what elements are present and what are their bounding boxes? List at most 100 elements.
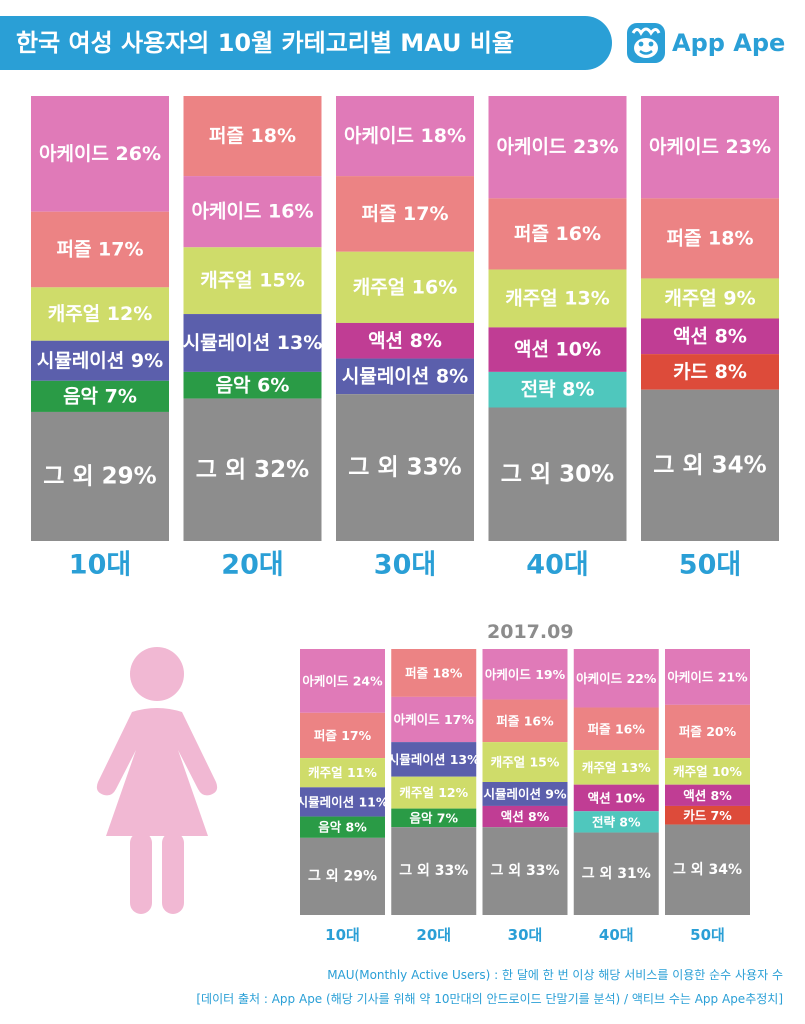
data-label: 시뮬레이션 13% xyxy=(388,752,480,767)
data-label: 퍼즐 16% xyxy=(588,721,646,736)
bar-segment xyxy=(665,649,750,705)
bar-segment xyxy=(665,704,750,759)
data-label: 퍼즐 17% xyxy=(361,203,448,225)
data-label: 아케이드 21% xyxy=(667,669,748,684)
x-tick-label: 40대 xyxy=(599,926,634,944)
bar-segment xyxy=(488,371,627,408)
data-label: 액션 8% xyxy=(501,809,550,824)
x-tick-label: 50대 xyxy=(679,550,741,581)
bar-segment xyxy=(391,742,477,777)
bar-segment xyxy=(31,380,169,412)
data-label: 음악 7% xyxy=(409,810,458,825)
bar-segment xyxy=(391,808,477,828)
bar-20대: 퍼즐 18% 아케이드 17% 시뮬레이션 13% 캐주얼 12% 음악 7% 그 외 3… xyxy=(388,649,480,915)
bar-segment xyxy=(482,742,568,782)
bar-segment xyxy=(488,96,627,199)
data-label: 퍼즐 18% xyxy=(666,227,753,249)
data-label: 아케이드 23% xyxy=(496,136,618,158)
bar-segment xyxy=(31,96,169,212)
bar-segment xyxy=(573,784,659,812)
bar-segment xyxy=(573,649,659,708)
bar-50대: 아케이드 21% 퍼즐 20% 캐주얼 10% 액션 8% 카드 7% 그 외 34% xyxy=(665,649,750,915)
bar-50대: 아케이드 23% 퍼즐 18% 캐주얼 9% 액션 8% 카드 8% 그 외 34% xyxy=(641,96,779,541)
woman-figure-icon xyxy=(96,647,218,914)
data-label: 캐주얼 15% xyxy=(491,755,560,770)
data-label: 전략 8% xyxy=(521,379,595,401)
bar-segment xyxy=(482,649,568,700)
bar-segment xyxy=(336,96,474,177)
bar-segment xyxy=(391,827,477,915)
data-label: 그 외 33% xyxy=(399,862,468,879)
bar-30대: 아케이드 18% 퍼즐 17% 캐주얼 16% 액션 8% 시뮬레이션 8% 그 외 33… xyxy=(336,96,474,541)
bar-segment xyxy=(573,707,659,751)
bar-30대: 아케이드 19% 퍼즐 16% 캐주얼 15% 시뮬레이션 9% 액션 8% 그 외 33… xyxy=(482,649,568,915)
data-label: 아케이드 18% xyxy=(344,125,466,147)
data-label: 캐주얼 13% xyxy=(582,760,651,775)
bar-segment xyxy=(336,251,474,323)
bar-segment xyxy=(391,696,477,743)
data-label: 전략 8% xyxy=(592,814,641,829)
data-label: 시뮬레이션 9% xyxy=(37,350,163,372)
data-label: 그 외 32% xyxy=(196,457,309,483)
data-label: 캐주얼 13% xyxy=(505,287,610,309)
data-label: 그 외 34% xyxy=(673,861,742,878)
bar-segment xyxy=(665,824,750,915)
bar-segment xyxy=(573,832,659,915)
bar-segment xyxy=(573,811,659,833)
data-label: 퍼즐 17% xyxy=(314,728,372,743)
data-label: 아케이드 22% xyxy=(576,671,657,686)
bar-segment xyxy=(183,176,322,248)
brand-name: App Ape xyxy=(672,29,786,57)
data-label: 퍼즐 17% xyxy=(56,239,143,261)
bar-segment xyxy=(300,816,385,838)
bar-segment xyxy=(31,211,169,288)
bar-segment xyxy=(665,758,750,785)
bar-10대: 아케이드 26% 퍼즐 17% 캐주얼 12% 시뮬레이션 9% 음악 7% 그 외 29… xyxy=(31,96,169,541)
data-label: 그 외 34% xyxy=(653,452,766,478)
data-label: 아케이드 17% xyxy=(394,712,475,727)
data-label: 그 외 29% xyxy=(43,463,156,489)
x-tick-label: 30대 xyxy=(374,550,436,581)
bar-segment xyxy=(488,327,627,372)
bar-segment xyxy=(641,389,779,541)
data-label: 아케이드 16% xyxy=(191,201,313,223)
bar-segment xyxy=(488,269,627,328)
bar-segment xyxy=(183,314,322,372)
data-label: 퍼즐 18% xyxy=(209,125,296,147)
bar-segment xyxy=(482,805,568,828)
bar-10대: 아케이드 24% 퍼즐 17% 캐주얼 11% 시뮬레이션 11% 음악 8% 그 외 2… xyxy=(297,649,389,915)
data-label: 액션 10% xyxy=(588,790,646,805)
bar-segment xyxy=(183,371,322,399)
monkey-face-icon xyxy=(627,23,665,63)
bar-segment xyxy=(31,287,169,341)
data-label: 액션 8% xyxy=(368,330,442,352)
data-label: 그 외 29% xyxy=(308,867,377,884)
data-label: 캐주얼 9% xyxy=(664,287,755,309)
page-title: 한국 여성 사용자의 10월 카테고리별 MAU 비율 xyxy=(16,29,515,57)
previous-month-chart: 아케이드 24% 퍼즐 17% 캐주얼 11% 시뮬레이션 11% 음악 8% 그 외 2… xyxy=(297,649,750,944)
bar-segment xyxy=(183,96,322,177)
data-label: 시뮬레이션 11% xyxy=(297,794,389,809)
data-label: 아케이드 23% xyxy=(649,136,771,158)
data-label: 퍼즐 16% xyxy=(496,713,554,728)
bar-20대: 퍼즐 18% 아케이드 16% 캐주얼 15% 시뮬레이션 13% 음악 6% 그 외 3… xyxy=(183,96,323,541)
bar-40대: 아케이드 22% 퍼즐 16% 캐주얼 13% 액션 10% 전략 8% 그 외 31% xyxy=(573,649,659,915)
bar-segment xyxy=(665,805,750,825)
data-label: 퍼즐 16% xyxy=(514,223,601,245)
x-tick-label: 10대 xyxy=(69,550,131,581)
bar-segment xyxy=(391,649,477,697)
data-label: 시뮬레이션 8% xyxy=(342,365,468,387)
bar-segment xyxy=(482,699,568,743)
x-tick-label: 30대 xyxy=(508,926,543,944)
x-tick-label: 40대 xyxy=(526,550,588,581)
bar-segment xyxy=(482,782,568,806)
data-label: 아케이드 24% xyxy=(302,673,383,688)
data-source-note: [데이터 출처 : App Ape (해당 기사를 위해 약 10만대의 안드로… xyxy=(196,992,783,1006)
bar-segment xyxy=(391,776,477,809)
bar-segment xyxy=(488,407,627,541)
data-label: 캐주얼 16% xyxy=(353,276,458,298)
x-tick-label: 20대 xyxy=(416,926,451,944)
bar-segment xyxy=(573,750,659,785)
data-label: 시뮬레이션 13% xyxy=(183,332,323,354)
data-label: 음악 6% xyxy=(216,374,290,396)
